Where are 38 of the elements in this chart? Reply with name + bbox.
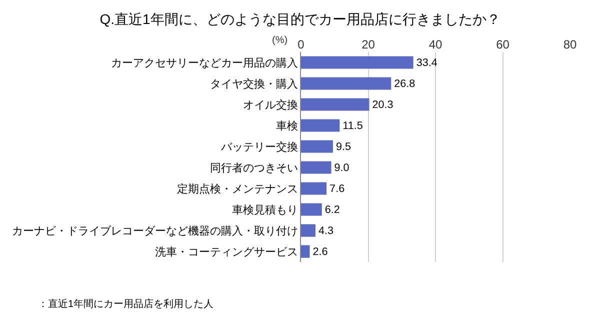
x-tick-label: 40 <box>428 38 442 52</box>
text: ：直近1年間にカー用品店を利用した人 <box>38 298 214 310</box>
y-tick-label: 車検見積もり <box>232 203 298 216</box>
y-tick-label: タイヤ交換・購入 <box>210 77 298 90</box>
data-label: 9.0 <box>334 162 350 174</box>
data-label: 11.5 <box>342 120 363 132</box>
x-axis-title: (%) <box>272 35 288 46</box>
bar <box>301 245 310 258</box>
y-tick-label: 洗車・コーティングサービス <box>154 245 298 258</box>
bar <box>301 203 322 216</box>
data-label: 2.6 <box>312 246 328 258</box>
bar <box>301 77 392 90</box>
x-tick-label: 0 <box>298 38 305 52</box>
y-tick-label: 同行者のつきそい <box>210 161 298 174</box>
data-label: 6.2 <box>324 204 340 216</box>
y-tick-label: オイル交換 <box>242 98 298 112</box>
bar <box>301 56 414 69</box>
bar <box>301 161 332 174</box>
bar <box>301 182 327 195</box>
y-tick-label: カーナビ・ドライブレコーダーなど機器の購入・取り付け <box>12 224 298 238</box>
bar <box>301 140 333 153</box>
y-tick-label: 車検 <box>276 119 298 132</box>
x-tick-label: 60 <box>496 38 510 52</box>
data-label: 4.3 <box>318 225 334 238</box>
y-tick-label: バッテリー交換 <box>220 140 298 154</box>
data-label: 7.6 <box>330 183 345 196</box>
y-tick-label: カーアクセサリーなどカー用品の購入 <box>110 56 298 70</box>
y-tick-label: 定期点検・メンテナンス <box>176 182 298 196</box>
data-label: 33.4 <box>416 57 438 70</box>
data-label: 20.3 <box>372 99 394 112</box>
bar <box>301 119 340 132</box>
x-tick-label: 80 <box>563 38 577 52</box>
bar <box>301 224 316 237</box>
data-label: 9.5 <box>336 141 351 154</box>
chart-title: Q.直近1年間に、どのような目的でカー用品店に行きましたか？ <box>100 10 500 27</box>
bar <box>301 98 370 111</box>
data-label: 26.8 <box>394 78 416 90</box>
x-tick-label: 20 <box>362 38 376 52</box>
